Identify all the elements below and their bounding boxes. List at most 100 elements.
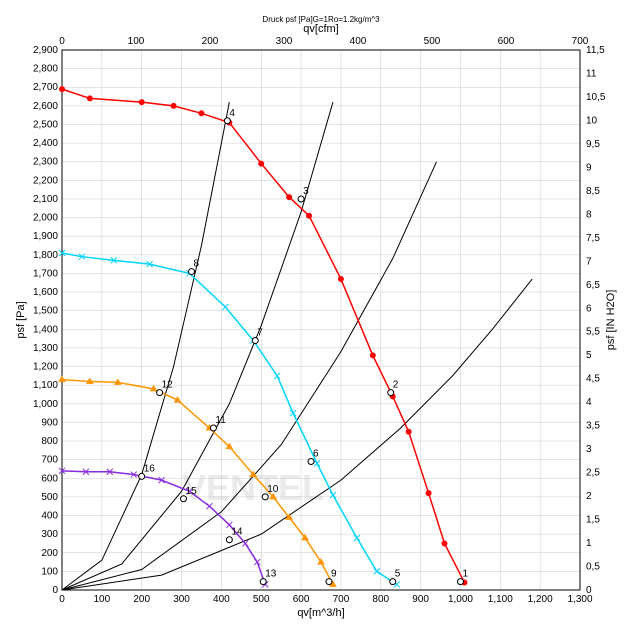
x-top-tick: 200 (202, 36, 219, 47)
marker (426, 491, 431, 496)
y-tick: 300 (41, 529, 58, 540)
marker (287, 195, 292, 200)
y-right-tick: 4 (586, 397, 592, 408)
marker (307, 213, 312, 218)
point-label: 10 (267, 484, 279, 495)
y-right-tick: 9,5 (586, 139, 600, 150)
y-tick: 0 (52, 585, 58, 596)
marker (406, 429, 411, 434)
marker (442, 541, 447, 546)
x-top-label: qv[cfm] (303, 23, 338, 35)
point-label: 14 (231, 527, 243, 538)
x-tick: 200 (133, 594, 150, 605)
y-tick: 1,000 (33, 399, 58, 410)
x-top-tick: 600 (498, 36, 515, 47)
y-tick: 600 (41, 473, 58, 484)
y-tick: 1,800 (33, 250, 58, 261)
marker (87, 96, 92, 101)
point-label: 9 (331, 569, 337, 580)
y-right-tick: 4,5 (586, 374, 600, 385)
y-tick: 800 (41, 436, 58, 447)
x-top-tick: 300 (276, 36, 293, 47)
y-right-tick: 6 (586, 303, 592, 314)
y-right-tick: 7,5 (586, 233, 600, 244)
point-label: 11 (215, 415, 226, 426)
y-right-tick: 8 (586, 209, 592, 220)
y-tick: 1,500 (33, 306, 58, 317)
y-tick: 1,900 (33, 231, 58, 242)
top-title: Druck psf [Pa]G=1Ro=1.2kg/m^3 (262, 15, 380, 24)
marker (60, 87, 65, 92)
x-top-tick: 100 (128, 36, 145, 47)
y-right-tick: 0 (586, 585, 592, 596)
point-label: 16 (144, 463, 156, 474)
y-tick: 2,100 (33, 194, 58, 205)
point-label: 2 (393, 380, 399, 391)
y-right-tick: 5,5 (586, 327, 600, 338)
point-label: 5 (395, 569, 401, 580)
point-label: 1 (462, 569, 468, 580)
y-tick: 1,300 (33, 343, 58, 354)
y-right-tick: 2,5 (586, 468, 600, 479)
y-right-tick: 0,5 (586, 562, 600, 573)
x-tick: 600 (293, 594, 310, 605)
y-tick: 2,600 (33, 101, 58, 112)
y-right-tick: 5 (586, 350, 592, 361)
point-label: 12 (162, 380, 174, 391)
x-tick: 700 (333, 594, 350, 605)
y-right-tick: 10,5 (586, 92, 606, 103)
point-label: 7 (257, 327, 263, 338)
marker (259, 161, 264, 166)
x-top-tick: 0 (59, 36, 65, 47)
y-right-tick: 6,5 (586, 280, 600, 291)
y-right-tick: 8,5 (586, 186, 600, 197)
y-tick: 1,100 (33, 380, 58, 391)
y-tick: 2,900 (33, 45, 58, 56)
y-tick: 1,400 (33, 324, 58, 335)
y-tick: 2,800 (33, 64, 58, 75)
x-top-tick: 500 (424, 36, 441, 47)
y-tick: 1,700 (33, 268, 58, 279)
point-label: 13 (265, 569, 277, 580)
y-tick: 2,500 (33, 119, 58, 130)
point-label: 6 (313, 449, 319, 460)
y-left-label: psf [Pa] (15, 301, 27, 338)
x-tick: 1,100 (488, 594, 513, 605)
marker (199, 111, 204, 116)
x-tick: 800 (372, 594, 389, 605)
x-tick: 1,200 (528, 594, 553, 605)
y-tick: 400 (41, 511, 58, 522)
x-tick: 100 (94, 594, 111, 605)
chart-svg: 01002003004005006007008009001,0001,1001,… (10, 10, 622, 631)
y-right-tick: 2 (586, 491, 592, 502)
y-tick: 2,300 (33, 157, 58, 168)
y-tick: 100 (41, 566, 58, 577)
y-tick: 900 (41, 417, 58, 428)
y-right-tick: 3,5 (586, 421, 600, 432)
y-right-tick: 7 (586, 256, 592, 267)
marker (338, 277, 343, 282)
y-tick: 500 (41, 492, 58, 503)
point-label: 15 (186, 486, 198, 497)
fan-curve-chart: 01002003004005006007008009001,0001,1001,… (10, 10, 622, 631)
y-tick: 2,400 (33, 138, 58, 149)
y-tick: 700 (41, 455, 58, 466)
y-right-tick: 1 (586, 538, 592, 549)
y-right-tick: 3 (586, 444, 592, 455)
y-tick: 200 (41, 548, 58, 559)
x-tick: 500 (253, 594, 270, 605)
y-tick: 2,000 (33, 213, 58, 224)
y-right-tick: 9 (586, 162, 592, 173)
marker (370, 353, 375, 358)
y-right-tick: 1,5 (586, 515, 600, 526)
y-tick: 2,200 (33, 175, 58, 186)
y-tick: 1,200 (33, 362, 58, 373)
x-tick: 0 (59, 594, 65, 605)
point-label: 8 (194, 259, 200, 270)
y-tick: 2,700 (33, 82, 58, 93)
y-tick: 1,600 (33, 287, 58, 298)
y-right-tick: 11 (586, 68, 597, 79)
x-tick: 1,000 (448, 594, 473, 605)
marker (139, 100, 144, 105)
y-right-label: psf [IN H2O] (605, 290, 617, 351)
